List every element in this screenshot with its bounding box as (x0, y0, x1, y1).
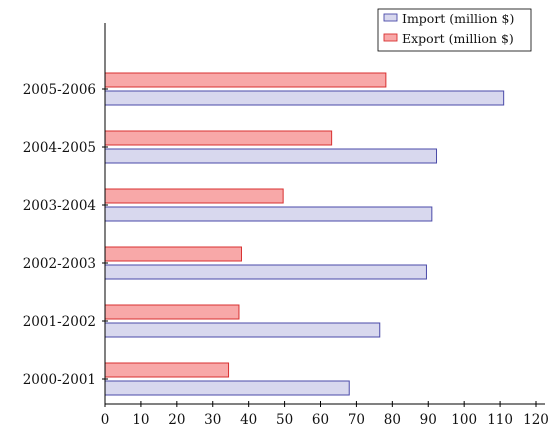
y-tick-label: 2004-2005 (23, 140, 96, 156)
x-tick-label: 70 (348, 412, 365, 428)
legend-swatch-export (383, 33, 398, 42)
bar-import-2003-2004 (104, 206, 433, 222)
x-tick-label: 0 (101, 412, 110, 428)
x-tick-label: 50 (276, 412, 293, 428)
x-tick-label: 40 (240, 412, 257, 428)
bar-import-2002-2003 (104, 264, 427, 280)
x-tick-label: 120 (523, 412, 549, 428)
bar-export-2005-2006 (104, 72, 387, 88)
x-tick-label: 100 (451, 412, 477, 428)
bar-export-2003-2004 (104, 188, 284, 204)
bar-import-2001-2002 (104, 322, 381, 338)
y-tick-label: 2002-2003 (23, 256, 96, 272)
bar-export-2002-2003 (104, 246, 242, 262)
x-axis-ticks: 0 10 20 30 40 50 60 70 80 90 100 110 120 (101, 401, 549, 428)
x-tick-label: 10 (132, 412, 149, 428)
legend-box (377, 8, 532, 52)
bars-layer (104, 72, 505, 396)
legend-label-export: Export (million $) (402, 31, 514, 46)
legend-swatch-import (383, 13, 398, 22)
bar-export-2004-2005 (104, 130, 333, 146)
x-tick-label: 30 (204, 412, 221, 428)
x-tick-label: 110 (487, 412, 513, 428)
y-tick-label: 2000-2001 (23, 372, 96, 388)
legend-label-import: Import (million $) (402, 11, 514, 26)
y-tick-label: 2005-2006 (23, 82, 96, 98)
bar-import-2004-2005 (104, 148, 438, 164)
x-tick-label: 20 (168, 412, 185, 428)
bar-export-2000-2001 (104, 362, 230, 378)
x-tick-label: 90 (420, 412, 437, 428)
bar-import-2000-2001 (104, 380, 350, 396)
bar-import-2005-2006 (104, 90, 505, 106)
x-tick-label: 80 (384, 412, 401, 428)
bar-export-2001-2002 (104, 304, 240, 320)
legend: Import (million $) Export (million $) (377, 8, 532, 52)
y-axis-ticks: 2000-2001 2001-2002 2002-2003 2003-2004 2004… (23, 82, 108, 388)
y-tick-label: 2001-2002 (23, 314, 96, 330)
y-tick-label: 2003-2004 (23, 198, 96, 214)
x-tick-label: 60 (312, 412, 329, 428)
